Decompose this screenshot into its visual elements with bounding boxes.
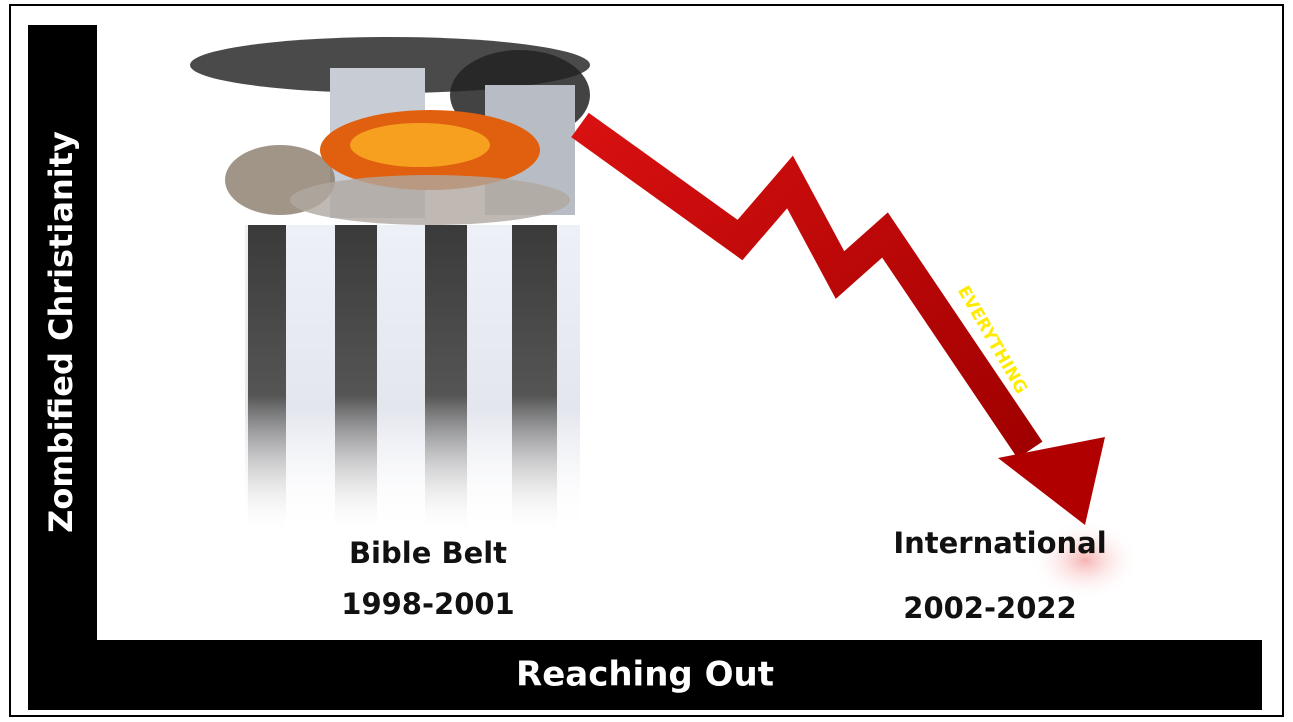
decline-arrow: EVERYTHING bbox=[571, 112, 1140, 600]
tower-image bbox=[190, 37, 590, 535]
right-title: International bbox=[893, 526, 1106, 560]
x-axis-label: Reaching Out bbox=[516, 655, 774, 695]
frame bbox=[9, 4, 1284, 717]
y-axis-label: Zombified Christianity bbox=[42, 131, 80, 533]
left-years: 1998-2001 bbox=[341, 587, 514, 621]
y-axis-bar bbox=[28, 25, 97, 710]
x-axis-bar bbox=[28, 640, 1262, 710]
left-title: Bible Belt bbox=[349, 536, 507, 570]
right-years: 2002-2022 bbox=[903, 591, 1076, 625]
